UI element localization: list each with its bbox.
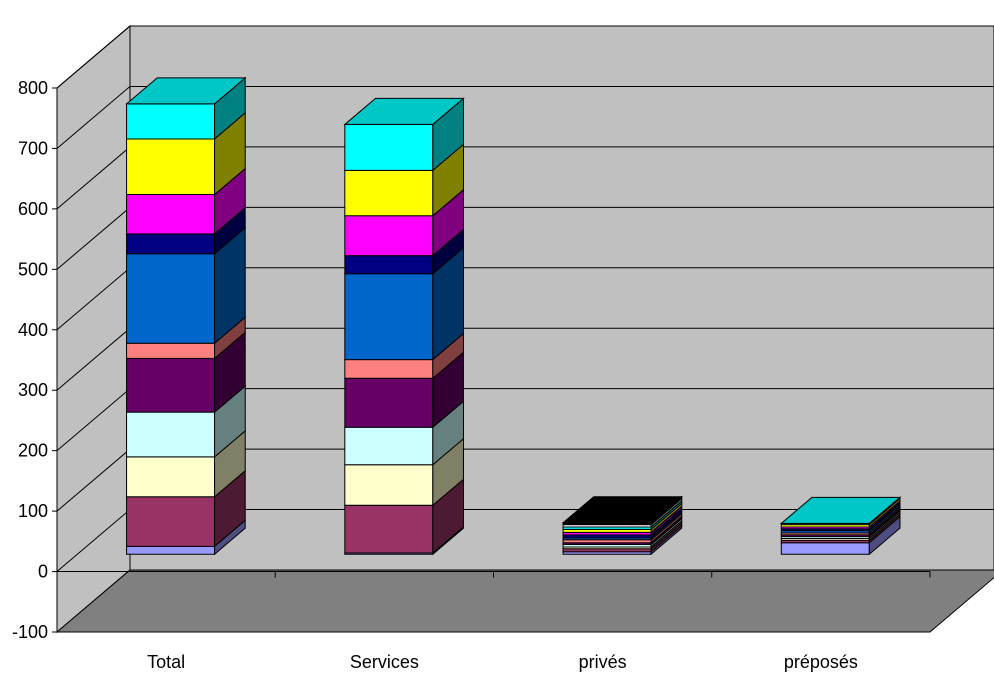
y-tick-label: 800 [18, 78, 48, 98]
bar-segment [344, 332, 464, 380]
bar-segment-front [344, 426, 434, 466]
bar-segment-front [126, 253, 216, 344]
y-tick-label: 600 [18, 199, 48, 219]
category-label: Services [350, 652, 419, 672]
bar-segment [126, 226, 246, 345]
bar-segment-front [344, 273, 434, 361]
bar-segment-front [126, 138, 216, 196]
bar-segment-front [780, 542, 870, 555]
y-axis-tick-labels: -100 0 100 200 300 400 500 600 700 800 [12, 78, 48, 642]
x-axis-category-labels: Total Services privés préposés [147, 652, 858, 672]
bar-top [561, 496, 684, 524]
bar-stack-Total [125, 76, 247, 556]
gridline [56, 25, 994, 89]
bar-segment-front [126, 456, 216, 498]
bar-segment [126, 167, 246, 235]
bar-stack-Services [343, 97, 465, 556]
bar-segment-front [126, 342, 216, 359]
y-tick-label: 300 [18, 380, 48, 400]
category-label: Total [147, 652, 185, 672]
chart-axes [52, 87, 931, 633]
y-tick-label: 500 [18, 259, 48, 279]
bar-segment-front [344, 169, 434, 217]
category-label: préposés [784, 652, 858, 672]
y-tick-label: 0 [38, 562, 48, 582]
bar-segment-front [344, 255, 434, 275]
bar-segment-front [126, 545, 216, 555]
bar-top [125, 77, 247, 105]
bar-stack-préposés [779, 496, 902, 556]
bar-segment [126, 316, 246, 360]
bar-segment-front [126, 194, 216, 235]
bar-segment [126, 206, 246, 255]
bar-top [343, 97, 465, 125]
bar-segment-front [126, 496, 216, 547]
bar-segment [344, 143, 464, 217]
bar-segment-front [126, 357, 216, 413]
back-wall [129, 25, 994, 571]
y-tick-label: -100 [12, 622, 48, 642]
bar-segment [562, 512, 683, 544]
bar-segment [126, 331, 246, 414]
category-label: privés [579, 652, 627, 672]
bar-segment-front [344, 123, 434, 171]
chart-bars [125, 76, 902, 556]
bar-segment-front [126, 411, 216, 458]
bar-segment-front [126, 233, 216, 255]
floor [55, 569, 994, 633]
y-tick-label: 700 [18, 138, 48, 158]
bar-segment-front [344, 377, 434, 428]
bar-top [779, 496, 902, 524]
bar-segment-front [344, 504, 434, 554]
bar-segment-front [344, 464, 434, 506]
y-tick-label: 100 [18, 501, 48, 521]
bar-segment-front [126, 103, 216, 140]
y-tick-label: 400 [18, 320, 48, 340]
y-tick-label: 200 [18, 441, 48, 461]
bar-segment-front [344, 359, 434, 379]
gridline [56, 85, 994, 149]
bar-stack-privés [561, 495, 684, 556]
bar-segment [126, 111, 246, 196]
bar-segment [126, 519, 246, 556]
bar-segment-front [344, 215, 434, 257]
